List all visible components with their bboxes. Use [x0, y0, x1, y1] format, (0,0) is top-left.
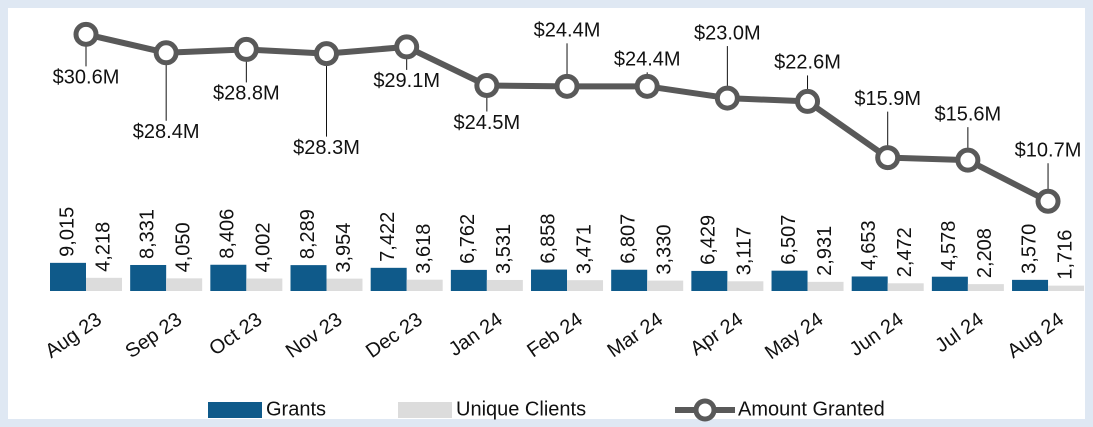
bar-value-label: 3,954 — [333, 223, 355, 273]
bar-value-label: 4,050 — [172, 222, 194, 272]
line-point — [634, 73, 660, 99]
bar — [130, 264, 167, 291]
bar — [370, 267, 407, 291]
legend-label: Unique Clients — [456, 398, 586, 420]
bar-value-label: 3,117 — [734, 227, 756, 276]
bar-value-label: 4,578 — [938, 221, 960, 271]
line-point — [554, 73, 580, 99]
line-value-label: $15.9M — [854, 88, 921, 110]
bar-value-label: 6,507 — [778, 215, 800, 265]
legend-swatch — [208, 402, 262, 418]
line-point — [73, 21, 99, 47]
bar-value-label: 8,331 — [136, 209, 158, 259]
line-value-label: $24.4M — [534, 20, 601, 42]
bar-value-label: 8,289 — [297, 209, 319, 259]
bar — [486, 279, 523, 291]
bar-value-label: 4,218 — [92, 222, 114, 272]
bar-value-label: 2,931 — [814, 226, 836, 276]
legend-marker — [693, 398, 717, 422]
line-value-label: $28.3M — [293, 137, 360, 159]
bar — [691, 270, 728, 291]
line-value-label: $29.1M — [373, 70, 440, 92]
bar-value-label: 2,208 — [974, 228, 996, 278]
bar — [567, 280, 604, 291]
bar — [290, 265, 327, 291]
line-point — [233, 36, 259, 62]
bar-value-label: 3,570 — [1018, 224, 1040, 274]
bar — [967, 284, 1004, 291]
bar — [1048, 285, 1085, 291]
line-point — [314, 41, 340, 67]
bar — [406, 279, 443, 291]
bar-value-label: 8,406 — [217, 209, 239, 259]
line-value-label: $22.6M — [774, 52, 841, 74]
bar-value-label: 6,807 — [617, 214, 639, 264]
bar — [246, 278, 283, 291]
bar — [807, 281, 844, 291]
bar-value-label: 3,471 — [573, 224, 595, 274]
bar — [1012, 279, 1049, 291]
legend-label: Amount Granted — [738, 398, 885, 420]
bar — [851, 276, 888, 291]
bar — [771, 270, 808, 291]
legend-label: Grants — [266, 398, 326, 420]
line-value-label: $24.5M — [453, 112, 520, 134]
line-point — [394, 34, 420, 60]
legend-swatch — [398, 402, 452, 418]
line-point — [955, 147, 981, 173]
bar-value-label: 6,429 — [698, 215, 720, 265]
line-value-label: $23.0M — [694, 22, 761, 44]
bar — [86, 277, 122, 291]
bar — [166, 278, 203, 291]
plot-background — [8, 8, 1085, 419]
bar — [611, 269, 648, 291]
bar — [450, 269, 487, 291]
line-point — [714, 85, 740, 111]
line-point — [1035, 188, 1061, 214]
bar-value-label: 4,002 — [253, 222, 275, 272]
bar-value-label: 1,716 — [1054, 230, 1076, 280]
bar — [326, 278, 363, 291]
line-value-label: $28.4M — [133, 121, 200, 143]
bar-value-label: 6,858 — [537, 214, 559, 264]
line-point — [153, 40, 179, 66]
bar-value-label: 2,472 — [894, 227, 916, 277]
line-point — [875, 145, 901, 171]
line-value-label: $10.7M — [1015, 140, 1082, 162]
bar-value-label: 6,762 — [457, 214, 479, 264]
bar-value-label: 9,015 — [56, 207, 78, 257]
bar — [887, 283, 924, 291]
line-value-label: $15.6M — [935, 103, 1002, 125]
bar-value-label: 3,531 — [493, 224, 515, 274]
line-point — [474, 72, 500, 98]
bar — [727, 281, 764, 291]
bar-value-label: 3,330 — [653, 225, 675, 275]
line-value-label: $30.6M — [53, 67, 120, 89]
bar — [531, 269, 568, 291]
bar — [931, 276, 968, 291]
bar — [210, 264, 247, 291]
line-value-label: $24.4M — [614, 49, 681, 71]
bar — [647, 280, 684, 291]
bar-value-label: 3,618 — [413, 224, 435, 274]
line-point — [795, 88, 821, 114]
bar-value-label: 4,653 — [858, 220, 880, 270]
bar-value-label: 7,422 — [377, 212, 399, 262]
bar — [50, 262, 86, 291]
line-value-label: $28.8M — [213, 83, 280, 105]
